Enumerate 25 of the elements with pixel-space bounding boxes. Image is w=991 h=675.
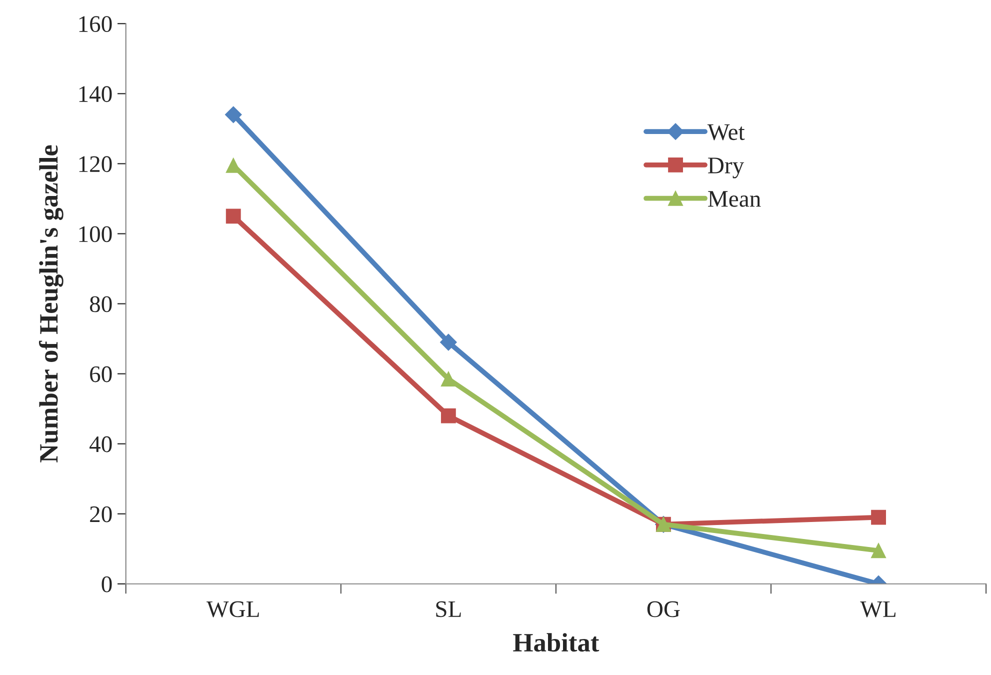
y-tick-label: 140 (79, 86, 112, 102)
y-tick-label: 60 (90, 366, 112, 382)
y-tick-label: 0 (102, 576, 112, 592)
point (871, 510, 886, 525)
point (226, 208, 241, 224)
x-tick-label: OG (647, 601, 680, 618)
point (871, 543, 886, 558)
y-tick-label: 160 (79, 16, 112, 32)
point (225, 106, 242, 124)
legend-label: Mean (708, 191, 761, 207)
y-tick-label: 120 (79, 156, 112, 172)
point (440, 372, 456, 386)
y-tick-label: 20 (90, 506, 112, 522)
x-tick-label: SL (436, 601, 461, 618)
legend-label: Dry (708, 158, 744, 178)
y-tick-label: 80 (90, 296, 112, 312)
point (440, 408, 456, 424)
x-tick-label: WL (860, 601, 896, 618)
point (440, 334, 457, 351)
x-axis-title: Habitat (513, 633, 600, 652)
y-axis-title: Number of Heuglin's gazelle (38, 145, 64, 462)
y-tick-label: 100 (79, 226, 112, 242)
y-tick-label: 40 (90, 436, 112, 452)
x-tick-label: WGL (206, 601, 259, 618)
legend-label: Wet (707, 124, 745, 140)
